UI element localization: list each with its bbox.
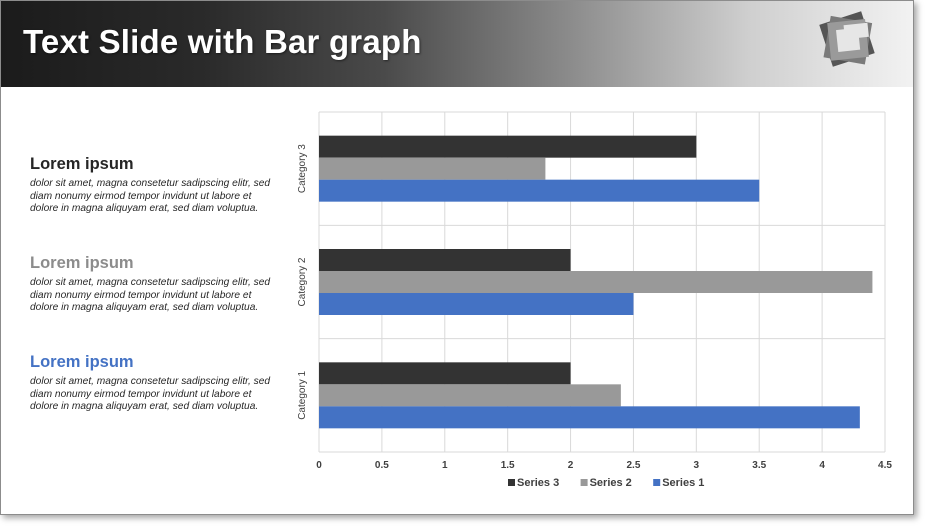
legend-label: Series 2 [590, 477, 632, 489]
x-tick-label: 0.5 [375, 460, 389, 471]
block-body-1: dolor sit amet, magna consetetur sadipsc… [30, 178, 271, 215]
text-block-2: Lorem ipsum dolor sit amet, magna conset… [30, 254, 275, 315]
bar [319, 157, 546, 180]
x-tick-label: 4.5 [878, 460, 892, 471]
slide-title: Text Slide with Bar graph [23, 23, 422, 60]
bar [319, 406, 860, 429]
bar [319, 135, 697, 158]
text-block-1: Lorem ipsum dolor sit amet, magna conset… [30, 155, 275, 216]
text-block-3: Lorem ipsum dolor sit amet, magna conset… [30, 353, 275, 414]
bar [319, 362, 571, 385]
x-tick-label: 2.5 [626, 460, 640, 471]
legend-label: Series 3 [517, 477, 559, 489]
logo-icon [819, 11, 875, 67]
block-body-2: dolor sit amet, magna consetetur sadipsc… [30, 277, 271, 314]
x-tick-label: 0 [316, 460, 322, 471]
block-heading-3: Lorem ipsum [30, 353, 134, 371]
x-tick-label: 3.5 [752, 460, 766, 471]
category-label: Category 2 [297, 257, 308, 306]
bar [319, 249, 571, 271]
slide-header: Text Slide with Bar graph [1, 1, 913, 87]
block-heading-1: Lorem ipsum [30, 155, 134, 173]
slide: Text Slide with Bar graph Lorem ipsum do… [0, 0, 914, 515]
bar [319, 179, 760, 202]
category-label: Category 1 [297, 370, 308, 419]
x-tick-label: 3 [694, 460, 700, 471]
bar [319, 384, 621, 407]
bar-chart: 0 0.5 1 1.5 2 2.5 3 3.5 4 4.5 Category 1 Category 2… [297, 111, 892, 489]
legend-swatch [580, 479, 588, 486]
bar [319, 271, 873, 293]
legend-swatch [508, 479, 515, 486]
x-tick-label: 2 [568, 460, 574, 471]
legend-label: Series 1 [662, 477, 704, 489]
category-label: Category 3 [297, 144, 308, 193]
x-tick-label: 4 [819, 460, 825, 471]
legend-swatch [653, 479, 661, 486]
block-heading-2: Lorem ipsum [30, 254, 134, 272]
block-body-3: dolor sit amet, magna consetetur sadipsc… [30, 376, 271, 413]
bar [319, 293, 634, 315]
x-tick-label: 1 [442, 460, 448, 471]
x-tick-label: 1.5 [501, 460, 515, 471]
